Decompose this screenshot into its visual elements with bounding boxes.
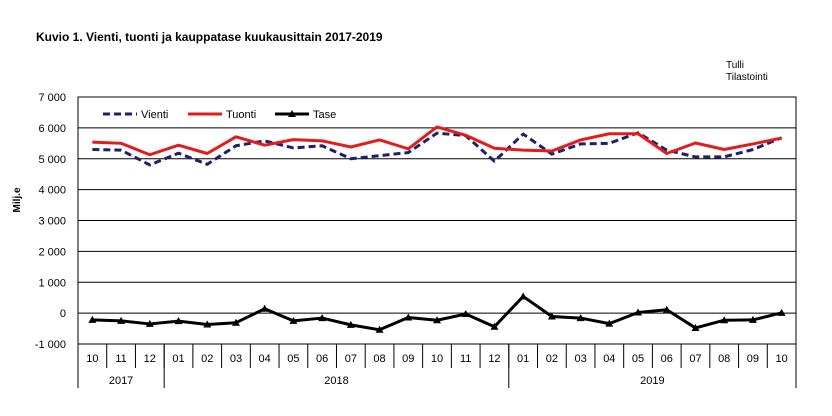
- data-point-marker: [203, 320, 212, 328]
- year-label: 2017: [109, 375, 133, 387]
- y-tick-label: 3 000: [38, 216, 66, 228]
- x-tick-label: 10: [431, 353, 443, 365]
- data-point-marker: [634, 308, 643, 316]
- data-point-marker: [318, 314, 327, 322]
- data-point-marker: [662, 305, 671, 313]
- x-tick-label: 06: [316, 353, 328, 365]
- data-point-marker: [346, 320, 355, 328]
- data-point-marker: [289, 316, 298, 324]
- x-tick-label: 03: [230, 353, 242, 365]
- series-line-tuonti: [92, 125, 782, 157]
- data-point-marker: [174, 317, 183, 325]
- x-tick-label: 05: [632, 353, 644, 365]
- data-point-marker: [576, 314, 585, 322]
- legend-label-tuonti: Tuonti: [226, 109, 256, 121]
- source-line-1: Tulli: [726, 60, 744, 71]
- source-label: Tulli Tilastointi: [726, 60, 768, 84]
- x-tick-label: 04: [603, 353, 615, 365]
- x-tick-label: 02: [201, 353, 213, 365]
- data-point-marker: [748, 315, 757, 323]
- y-axis-label: Milj.e: [12, 187, 23, 212]
- data-point-marker: [231, 318, 240, 326]
- x-tick-label: 08: [718, 353, 730, 365]
- x-tick-label: 12: [144, 353, 156, 365]
- y-tick-label: 5 000: [38, 154, 66, 166]
- data-point-marker: [777, 308, 786, 316]
- series-line-vienti: [92, 131, 783, 167]
- x-tick-label: 05: [287, 353, 299, 365]
- y-tick-label: 6 000: [38, 123, 66, 135]
- data-point-marker: [691, 323, 700, 331]
- year-label: 2018: [324, 375, 348, 387]
- legend: Vienti Tuonti Tase: [103, 109, 336, 121]
- data-point-marker: [519, 292, 528, 300]
- x-tick-label: 08: [373, 353, 385, 365]
- x-tick-label: 04: [259, 353, 271, 365]
- data-point-marker: [461, 310, 470, 318]
- x-axis: 10 11 12 01 02 03 04 05 06 07 08 09 10 11 12 01 02 03 04 05…: [77, 344, 797, 388]
- legend-label-tase: Tase: [313, 109, 336, 121]
- y-axis: -1 000 0 1 000 2 000 3 000 4 000 5 000 6 000 7 0…: [35, 92, 66, 351]
- data-point-marker: [404, 313, 413, 321]
- x-tick-label: 01: [172, 353, 184, 365]
- x-tick-label: 09: [402, 353, 414, 365]
- data-point-marker: [720, 316, 729, 324]
- x-tick-label: 06: [661, 353, 673, 365]
- data-point-marker: [117, 316, 126, 324]
- data-point-marker: [490, 322, 499, 330]
- x-tick-label: 02: [546, 353, 558, 365]
- data-point-marker: [145, 319, 154, 327]
- x-tick-label: 09: [747, 353, 759, 365]
- plot-frame: [77, 96, 797, 388]
- x-tick-label: 01: [517, 353, 529, 365]
- x-tick-label: 10: [776, 353, 788, 365]
- source-line-2: Tilastointi: [726, 72, 768, 83]
- x-tick-label: 11: [460, 353, 471, 365]
- y-tick-label: 7 000: [38, 92, 66, 104]
- data-point-marker: [605, 319, 614, 327]
- x-tick-label: 03: [574, 353, 586, 365]
- page-title: Kuvio 1. Vienti, tuonti ja kauppatase ku…: [36, 30, 383, 44]
- data-point-marker: [547, 312, 556, 320]
- series-lines: [88, 125, 786, 333]
- y-tick-label: -1 000: [35, 339, 66, 351]
- y-tick-label: 0: [60, 308, 66, 320]
- x-tick-label: 10: [86, 353, 98, 365]
- legend-marker: [288, 110, 296, 117]
- x-tick-label: 07: [689, 353, 701, 365]
- plot-border: [77, 96, 797, 345]
- data-point-marker: [375, 325, 384, 333]
- x-tick-label: 12: [488, 353, 500, 365]
- data-point-marker: [260, 304, 269, 312]
- x-tick-label: 11: [115, 353, 126, 365]
- data-point-marker: [433, 316, 441, 324]
- year-label: 2019: [640, 375, 664, 387]
- y-tick-label: 1 000: [38, 277, 66, 289]
- legend-label-vienti: Vienti: [141, 109, 168, 121]
- y-tick-label: 2 000: [38, 246, 66, 258]
- data-point-marker: [88, 315, 97, 323]
- x-tick-label: 07: [345, 353, 357, 365]
- y-tick-label: 4 000: [38, 185, 66, 197]
